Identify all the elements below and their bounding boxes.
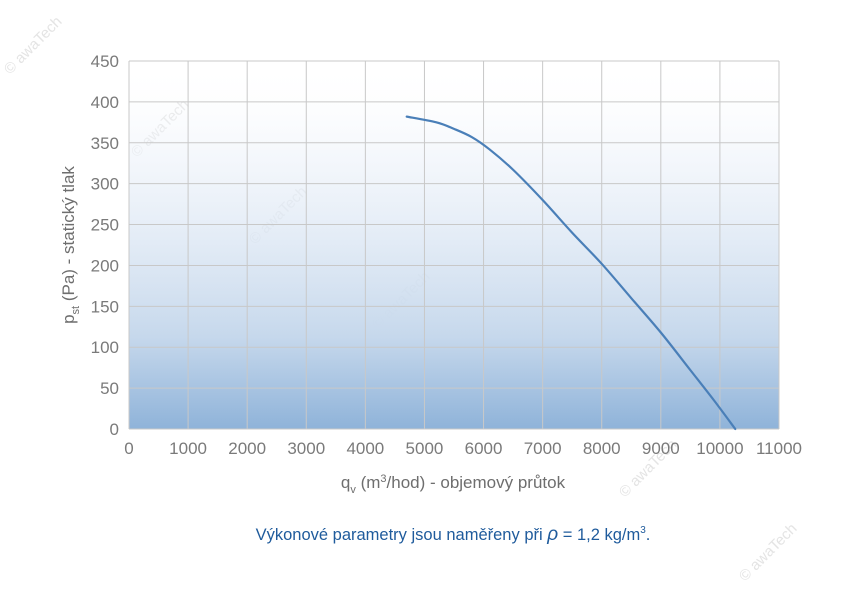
x-axis-unit-pre: (m [356,473,381,492]
y-tick-label: 400 [91,93,119,112]
y-tick-label: 200 [91,256,119,275]
y-axis-subscript: st [70,306,82,315]
x-tick-label: 11000 [756,439,802,458]
x-axis-symbol: q [341,473,350,492]
footnote: Výkonové parametry jsou naměřeny při ρ =… [256,524,651,545]
y-axis-label: pst (Pa) - statický tlak [59,166,82,324]
y-tick-label: 250 [91,216,119,235]
x-tick-label: 8000 [583,439,621,458]
x-tick-label: 6000 [465,439,503,458]
x-axis-label: qv (m3/hod) - objemový průtok [341,473,566,496]
x-tick-labels: 0 1000 2000 3000 4000 5000 6000 7000 8000 9000 100… [124,439,802,458]
footnote-text: Výkonové parametry jsou naměřeny při [256,526,548,544]
y-tick-label: 0 [110,420,119,439]
series-layer [405,115,737,431]
area-fill [129,61,779,429]
x-axis-unit-post: /hod) - objemový průtok [387,473,566,492]
x-tick-label: 4000 [346,439,384,458]
y-axis-symbol: p [59,314,78,323]
y-tick-label: 150 [91,297,119,316]
x-tick-label: 0 [124,439,133,458]
grid [128,60,780,430]
x-axis-unit-sup: 3 [380,473,386,485]
x-tick-label: 7000 [524,439,562,458]
x-tick-label: 1000 [169,439,207,458]
footnote-sup: 3 [640,525,646,536]
watermark: © awaTech [736,520,801,585]
x-tick-label: 3000 [287,439,325,458]
series-line [405,115,737,431]
y-tick-label: 450 [91,52,119,71]
rho-symbol: ρ [546,524,558,545]
y-tick-label: 50 [100,379,119,398]
x-tick-label: 2000 [228,439,266,458]
y-axis-rest: (Pa) - statický tlak [59,166,78,306]
x-tick-label: 10000 [696,439,743,458]
y-tick-labels: 0 50 100 150 200 250 300 350 400 450 [91,52,119,439]
footnote-end: . [646,526,651,544]
x-tick-label: 5000 [406,439,444,458]
y-tick-label: 350 [91,134,119,153]
footnote-value: = 1,2 kg/m [558,526,640,544]
plot-gradient [129,61,779,429]
y-tick-label: 300 [91,175,119,194]
x-tick-label: 9000 [642,439,680,458]
y-tick-label: 100 [91,338,119,357]
watermark: © awaTech [1,13,66,78]
x-axis-subscript: v [350,484,356,496]
